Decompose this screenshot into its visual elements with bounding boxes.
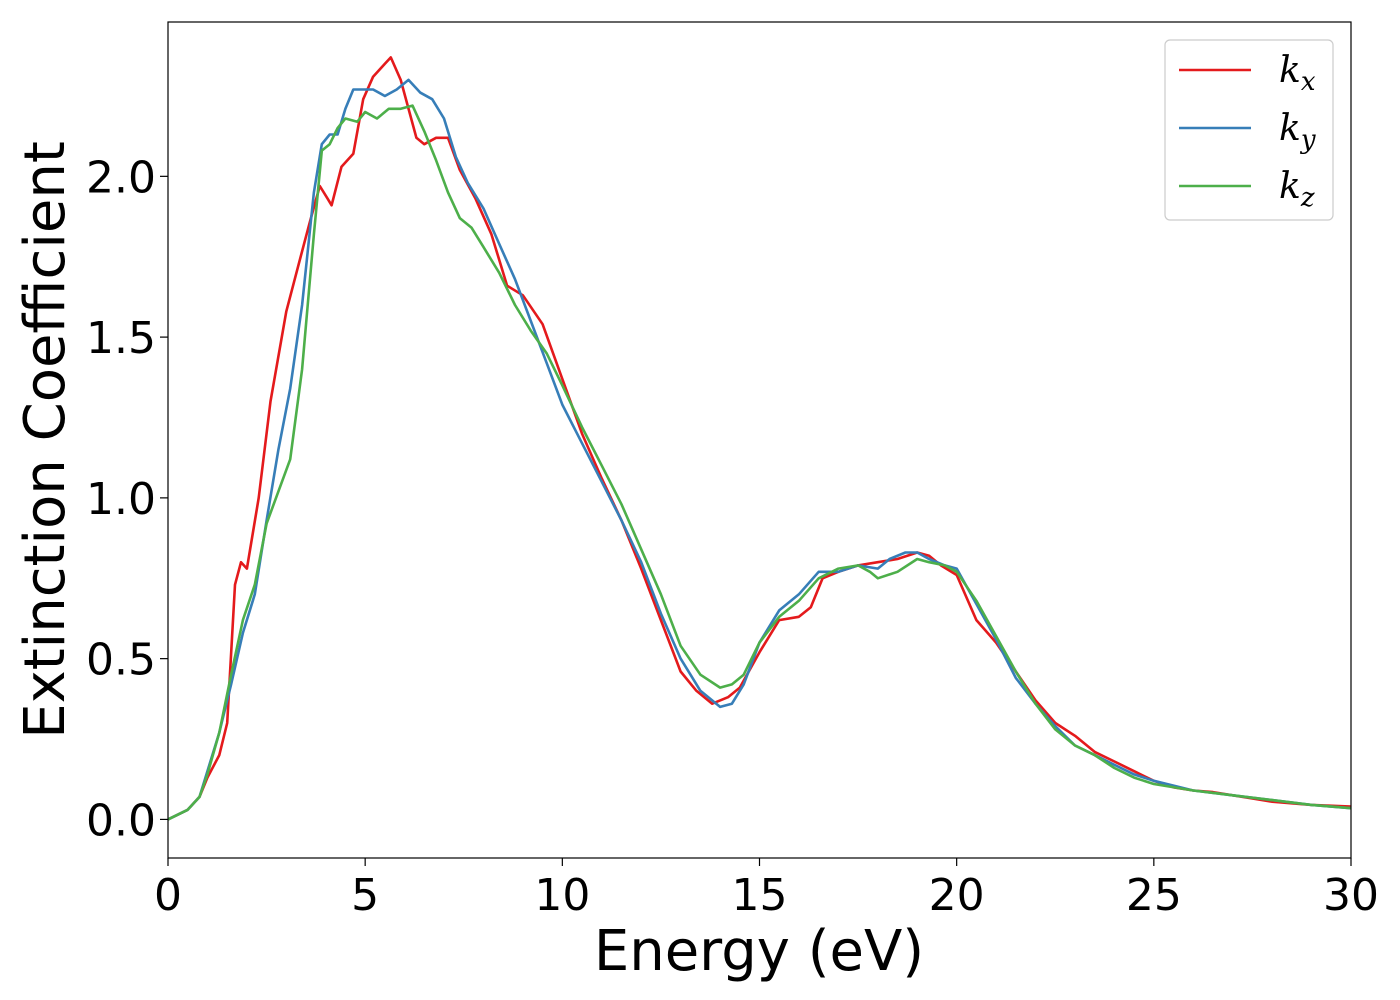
x-tick-label: 0 xyxy=(154,870,182,921)
x-axis-label: Energy (eV) xyxy=(594,919,924,984)
plot-area xyxy=(168,22,1351,858)
x-tick-label: 20 xyxy=(929,870,985,921)
y-axis: 0.0 0.5 1.0 1.5 2.0 xyxy=(86,152,168,846)
series-line-ky xyxy=(167,78,1352,821)
y-tick-label: 2.0 xyxy=(86,152,156,203)
x-tick-label: 5 xyxy=(351,870,379,921)
x-tick-label: 25 xyxy=(1126,870,1182,921)
series-line-kx xyxy=(167,56,1352,821)
y-axis-label: Extinction Coefficient xyxy=(13,141,78,739)
y-tick-label: 1.0 xyxy=(86,474,156,525)
x-tick-label: 10 xyxy=(534,870,590,921)
legend-box xyxy=(1164,39,1334,221)
x-axis: 0 5 10 15 20 25 30 xyxy=(154,858,1379,921)
legend-label-kx: kx xyxy=(1279,50,1316,97)
y-tick-label: 1.5 xyxy=(86,313,156,364)
y-tick-label: 0.0 xyxy=(86,795,156,846)
y-tick-label: 0.5 xyxy=(86,635,156,686)
legend-label-ky: ky xyxy=(1279,108,1316,155)
legend-label-kz: kz xyxy=(1279,166,1315,213)
legend: kx ky kz xyxy=(1164,39,1334,221)
x-tick-label: 15 xyxy=(732,870,788,921)
x-tick-label: 30 xyxy=(1323,870,1379,921)
series-line-kz xyxy=(167,104,1352,821)
series-layer xyxy=(167,56,1352,821)
